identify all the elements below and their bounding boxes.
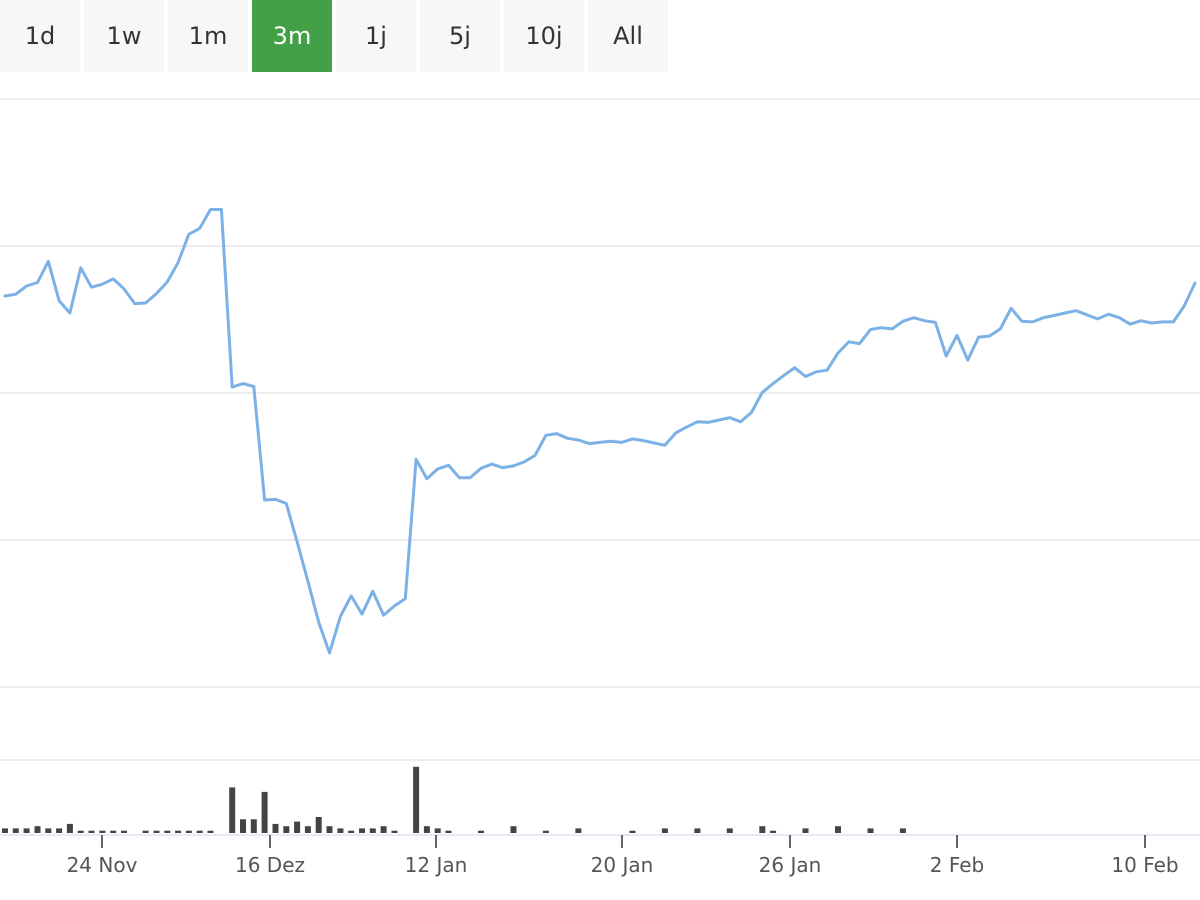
volume-bar xyxy=(835,826,841,833)
volume-bar xyxy=(380,826,387,833)
volume-bar xyxy=(759,826,766,833)
volume-bar xyxy=(661,828,668,833)
range-tab-10j[interactable]: 10j xyxy=(504,0,584,72)
volume-bar xyxy=(315,817,322,833)
price-grid xyxy=(0,98,1200,688)
range-tab-1m[interactable]: 1m xyxy=(168,0,248,72)
volume-bar xyxy=(770,830,777,833)
x-tick-label: 20 Jan xyxy=(591,853,654,877)
volume-bar xyxy=(56,828,63,833)
volume-bar xyxy=(153,830,160,833)
volume-bar xyxy=(283,826,290,833)
volume-bar xyxy=(207,830,214,833)
volume-bar xyxy=(575,828,582,833)
volume-bar xyxy=(121,830,127,833)
volume-bar xyxy=(196,830,203,833)
volume-bar xyxy=(164,830,171,833)
x-axis: 24 Nov 16 Dez 12 Jan 20 Jan 26 Jan 2 Feb 10 Fe… xyxy=(67,835,1179,877)
volume-bar xyxy=(66,823,73,833)
volume-bar xyxy=(2,828,8,833)
volume-bar xyxy=(185,830,192,833)
volume-bar xyxy=(272,823,279,833)
volume-bar xyxy=(348,830,355,833)
x-tick-label: 12 Jan xyxy=(405,853,468,877)
volume-bars xyxy=(2,766,906,833)
volume-bar xyxy=(175,830,182,833)
volume-bar xyxy=(304,826,311,833)
volume-bar xyxy=(694,828,701,833)
range-tab-1d[interactable]: 1d xyxy=(0,0,80,72)
x-tick-label: 2 Feb xyxy=(930,853,985,877)
volume-bar xyxy=(88,830,95,833)
volume-bar xyxy=(261,791,268,833)
volume-bar xyxy=(12,828,19,833)
volume-bar xyxy=(142,830,149,833)
volume-bar xyxy=(391,830,398,833)
volume-bar xyxy=(542,830,549,833)
range-tab-3m[interactable]: 3m xyxy=(252,0,332,72)
volume-bar xyxy=(802,828,809,833)
volume-bar xyxy=(45,828,52,833)
volume-bar xyxy=(445,830,452,833)
volume-bar xyxy=(369,828,376,833)
volume-bar xyxy=(110,830,117,833)
volume-bar xyxy=(413,766,420,833)
volume-bar xyxy=(629,830,636,833)
x-tick-label: 26 Jan xyxy=(759,853,822,877)
volume-bar xyxy=(510,826,517,833)
price-line xyxy=(3,208,1197,655)
volume-bar xyxy=(99,830,106,833)
volume-bar xyxy=(867,828,874,833)
volume-bar xyxy=(34,826,41,833)
volume-bar xyxy=(240,819,246,833)
range-tab-1w[interactable]: 1w xyxy=(84,0,164,72)
volume-bar xyxy=(23,828,30,833)
volume-bar xyxy=(250,819,257,833)
volume-bar xyxy=(294,821,301,833)
x-tick-label: 16 Dez xyxy=(235,853,305,877)
volume-bar xyxy=(899,828,906,833)
volume-bar xyxy=(726,828,733,833)
volume-bar xyxy=(359,828,365,833)
range-tab-5j[interactable]: 5j xyxy=(420,0,500,72)
volume-bar xyxy=(434,828,441,833)
volume-bar xyxy=(423,826,430,833)
volume-bar xyxy=(229,787,236,833)
x-tick-label: 24 Nov xyxy=(67,853,138,877)
volume-bar xyxy=(326,826,333,833)
x-tick-label: 10 Feb xyxy=(1111,853,1178,877)
volume-bar xyxy=(337,828,344,833)
range-selector: 1d 1w 1m 3m 1j 5j 10j All xyxy=(0,0,668,72)
range-tab-all[interactable]: All xyxy=(588,0,668,72)
volume-bar xyxy=(478,830,484,833)
volume-bar xyxy=(77,830,84,833)
range-tab-1j[interactable]: 1j xyxy=(336,0,416,72)
